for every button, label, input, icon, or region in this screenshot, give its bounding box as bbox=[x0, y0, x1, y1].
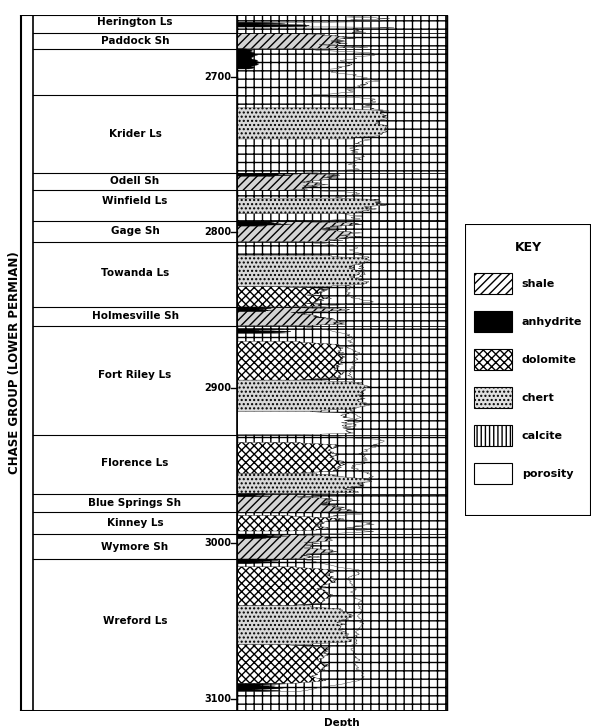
Polygon shape bbox=[237, 515, 344, 531]
Bar bbox=[237, 15, 447, 711]
Bar bbox=[237, 15, 447, 711]
Polygon shape bbox=[237, 256, 370, 287]
Polygon shape bbox=[237, 442, 345, 473]
Text: Florence Ls: Florence Ls bbox=[101, 457, 169, 468]
Polygon shape bbox=[237, 473, 372, 494]
Polygon shape bbox=[237, 307, 272, 311]
Text: Odell Sh: Odell Sh bbox=[110, 176, 160, 186]
Polygon shape bbox=[237, 174, 298, 176]
Polygon shape bbox=[237, 198, 386, 213]
Text: 2700: 2700 bbox=[204, 72, 231, 82]
Polygon shape bbox=[237, 108, 388, 139]
Polygon shape bbox=[237, 567, 336, 605]
Polygon shape bbox=[237, 33, 368, 49]
Polygon shape bbox=[237, 559, 280, 563]
Polygon shape bbox=[237, 174, 340, 190]
Text: 2900: 2900 bbox=[204, 383, 231, 393]
Polygon shape bbox=[237, 559, 364, 691]
Polygon shape bbox=[237, 27, 394, 33]
Polygon shape bbox=[237, 242, 374, 307]
Polygon shape bbox=[237, 513, 374, 534]
Polygon shape bbox=[237, 683, 286, 691]
Text: Towanda Ls: Towanda Ls bbox=[101, 268, 169, 278]
Bar bbox=[237, 15, 447, 711]
Polygon shape bbox=[237, 326, 361, 435]
Text: 3100: 3100 bbox=[204, 694, 231, 704]
Text: Kinney Ls: Kinney Ls bbox=[107, 518, 163, 529]
Text: Winfield Ls: Winfield Ls bbox=[103, 196, 167, 206]
Polygon shape bbox=[237, 49, 260, 69]
Polygon shape bbox=[237, 123, 371, 174]
Text: 2800: 2800 bbox=[204, 227, 231, 237]
Text: 3000: 3000 bbox=[204, 539, 231, 548]
Text: Paddock Sh: Paddock Sh bbox=[101, 36, 169, 46]
Polygon shape bbox=[237, 534, 288, 539]
Polygon shape bbox=[237, 307, 350, 326]
Text: Holmesville Sh: Holmesville Sh bbox=[91, 311, 179, 322]
Polygon shape bbox=[237, 534, 337, 559]
Polygon shape bbox=[237, 95, 389, 123]
Polygon shape bbox=[237, 49, 380, 95]
Text: Krider Ls: Krider Ls bbox=[109, 129, 161, 139]
Polygon shape bbox=[237, 380, 370, 411]
Text: Wymore Sh: Wymore Sh bbox=[101, 542, 169, 552]
Bar bbox=[33, 15, 237, 711]
Text: Gage Sh: Gage Sh bbox=[110, 226, 160, 236]
Text: CHASE GROUP (LOWER PERMIAN): CHASE GROUP (LOWER PERMIAN) bbox=[8, 252, 22, 474]
Polygon shape bbox=[237, 287, 332, 307]
Text: Blue Springs Sh: Blue Springs Sh bbox=[89, 498, 182, 508]
Text: Herington Ls: Herington Ls bbox=[97, 17, 173, 28]
Polygon shape bbox=[237, 494, 357, 513]
Polygon shape bbox=[237, 15, 390, 23]
Polygon shape bbox=[237, 23, 309, 27]
Polygon shape bbox=[237, 341, 346, 380]
Polygon shape bbox=[237, 329, 291, 333]
Polygon shape bbox=[237, 221, 291, 226]
Text: Wreford Ls: Wreford Ls bbox=[103, 616, 167, 627]
Polygon shape bbox=[237, 190, 367, 221]
Polygon shape bbox=[237, 411, 355, 435]
Polygon shape bbox=[237, 494, 270, 497]
Polygon shape bbox=[237, 645, 331, 683]
Text: Fort Riley Ls: Fort Riley Ls bbox=[98, 370, 172, 380]
Polygon shape bbox=[237, 435, 384, 494]
Text: Depth
(feet)
3100: Depth (feet) 3100 bbox=[324, 718, 360, 726]
Polygon shape bbox=[237, 605, 354, 645]
Polygon shape bbox=[237, 221, 362, 242]
